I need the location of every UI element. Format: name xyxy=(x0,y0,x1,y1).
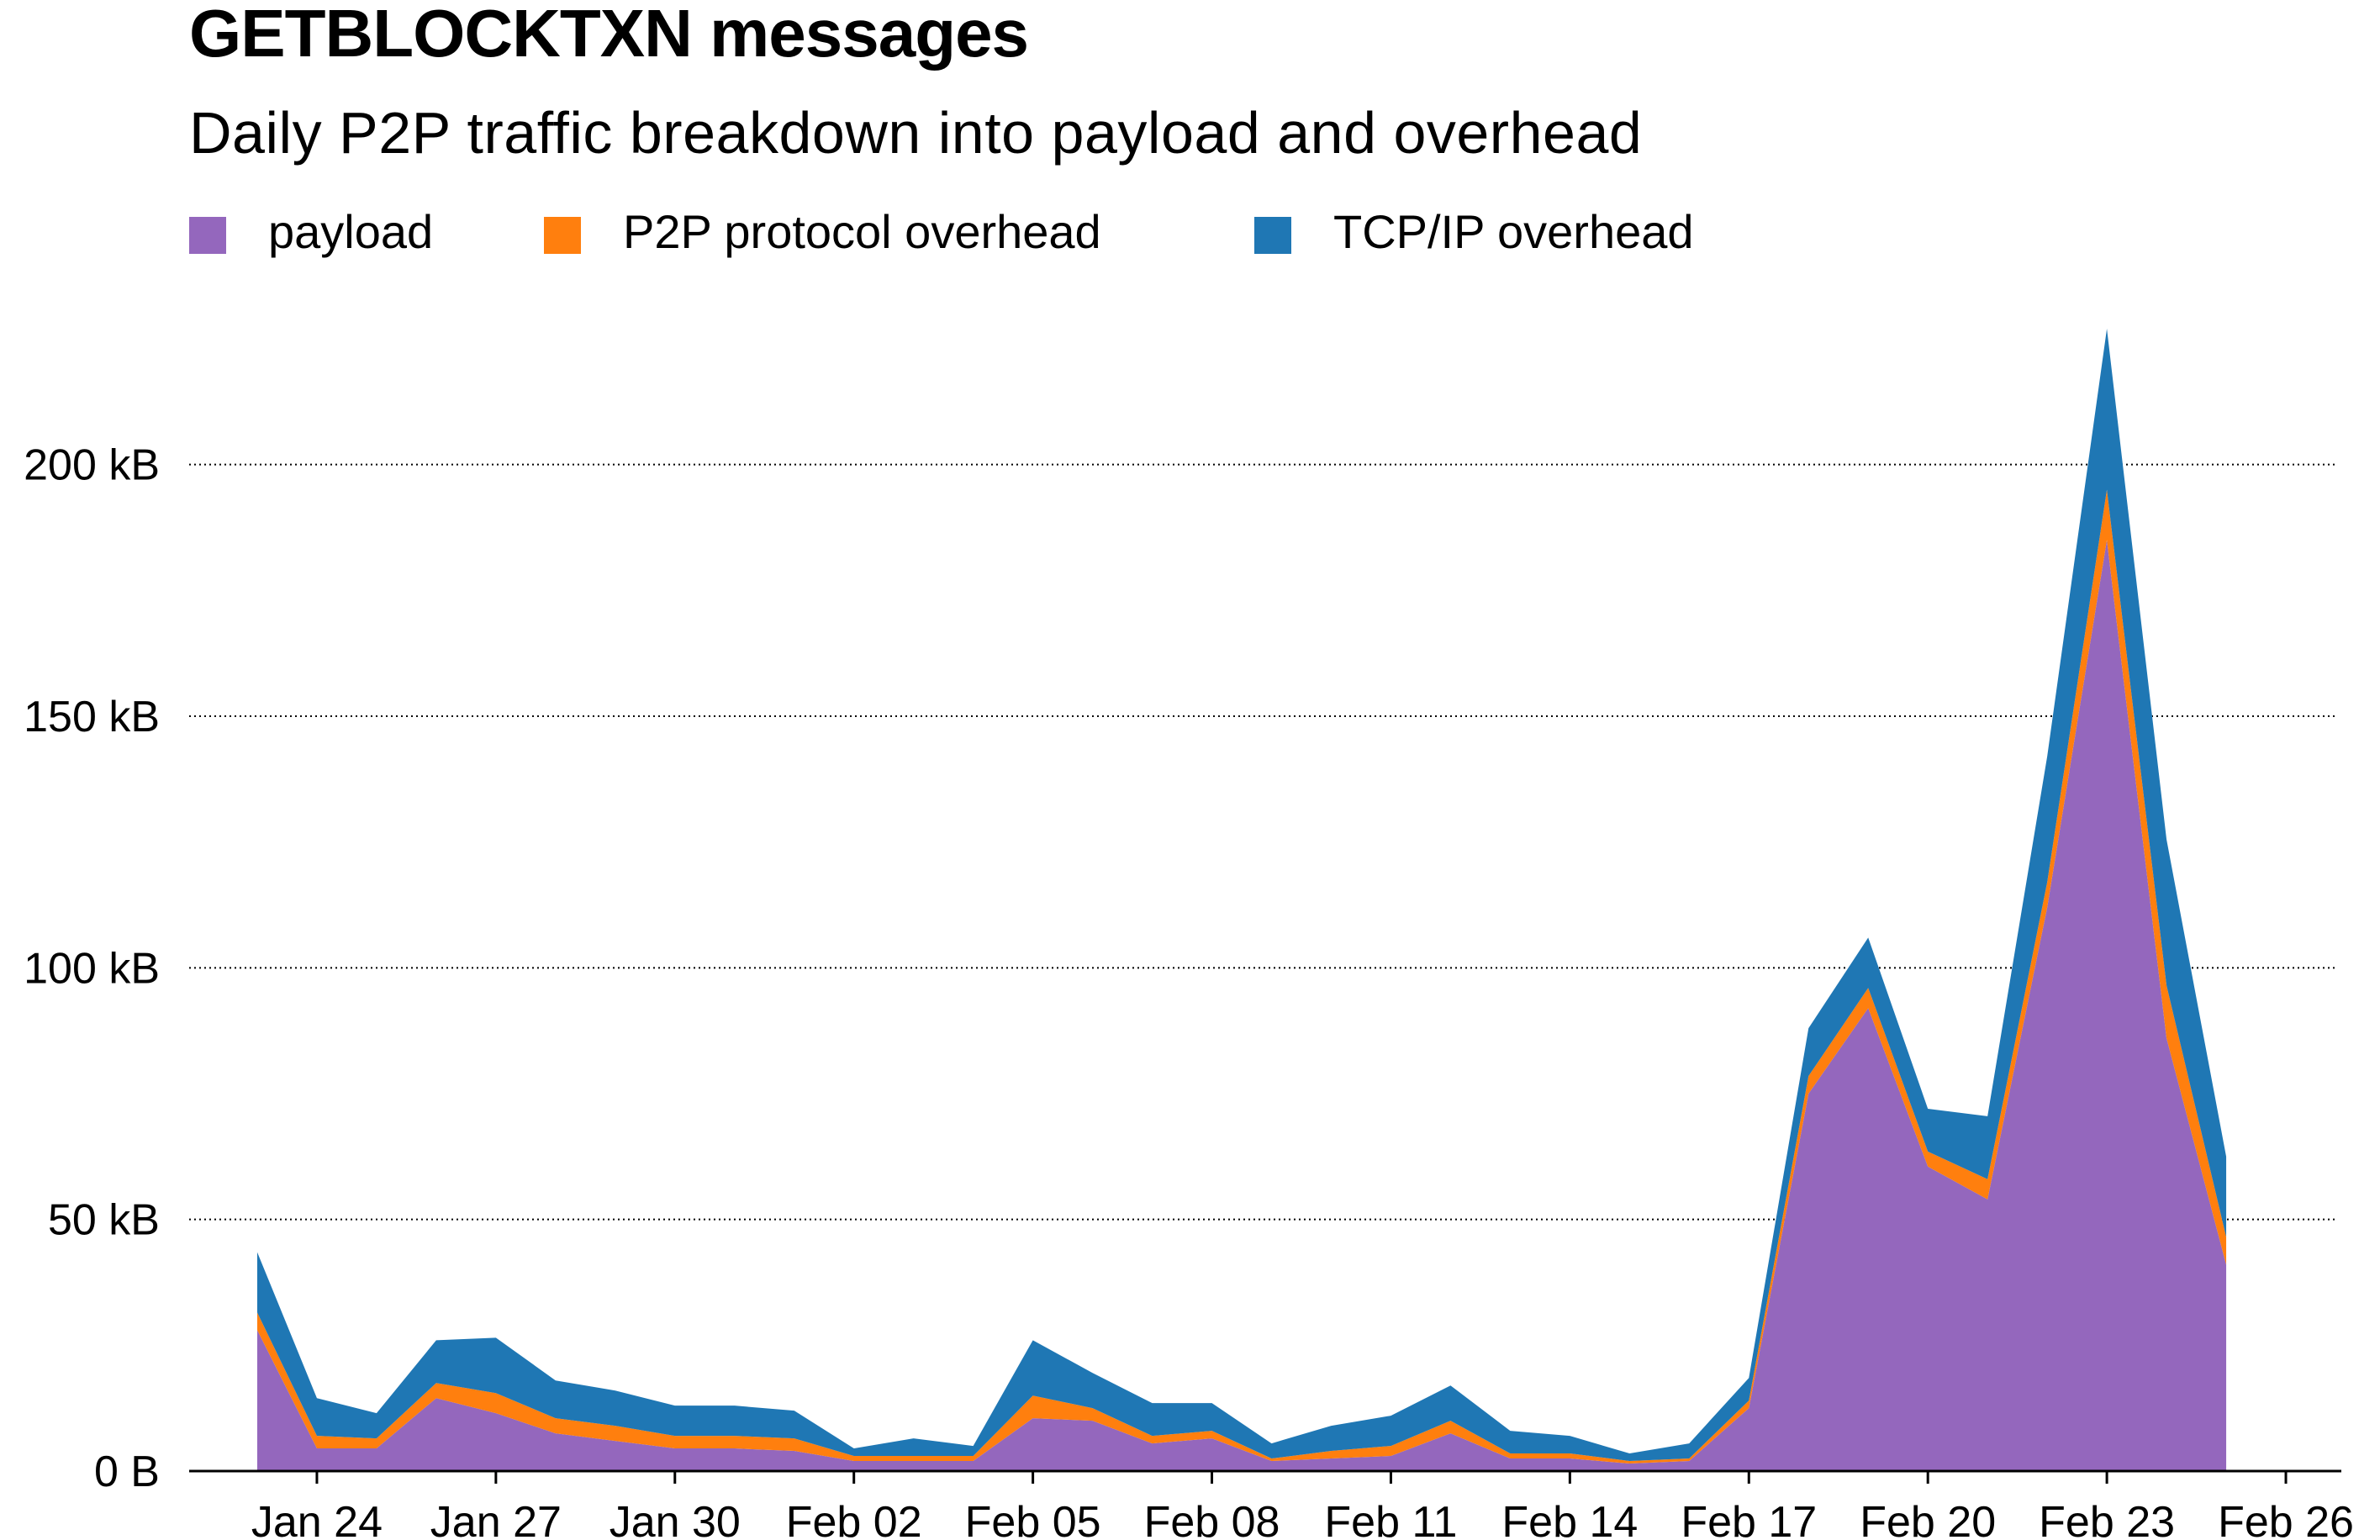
x-tick-label: Feb 11 xyxy=(1324,1498,1457,1540)
x-tick-label: Feb 20 xyxy=(1860,1498,1996,1540)
x-tick-label: Feb 26 xyxy=(2218,1498,2354,1540)
y-axis-labels: 0 B 50 kB 100 kB 150 kB 200 kB xyxy=(24,441,160,1496)
legend-swatch-p2p-overhead xyxy=(544,217,581,254)
y-tick-label: 100 kB xyxy=(24,944,160,993)
y-tick-label: 200 kB xyxy=(24,441,160,490)
chart-title: GETBLOCKTXN messages xyxy=(189,0,1029,71)
area-payload xyxy=(256,540,2227,1471)
x-tick-label: Jan 30 xyxy=(610,1498,741,1540)
legend-label-p2p-overhead: P2P protocol overhead xyxy=(623,205,1101,258)
x-tick-label: Feb 17 xyxy=(1681,1498,1817,1540)
legend-swatch-payload xyxy=(189,217,226,254)
y-tick-label: 50 kB xyxy=(48,1196,160,1245)
legend-label-tcpip-overhead: TCP/IP overhead xyxy=(1333,205,1694,258)
x-tick-label: Jan 24 xyxy=(251,1498,383,1540)
x-tick-label: Feb 02 xyxy=(786,1498,922,1540)
legend-swatch-tcpip-overhead xyxy=(1254,217,1291,254)
x-axis: Jan 24 Jan 27 Jan 30 Feb 02 Feb 05 Feb 08 Feb … xyxy=(189,1469,2354,1540)
x-tick-label: Feb 08 xyxy=(1144,1498,1280,1540)
chart-subtitle: Daily P2P traffic breakdown into payload… xyxy=(189,100,1643,166)
x-tick-label: Feb 14 xyxy=(1501,1498,1638,1540)
x-tick-label: Feb 23 xyxy=(2039,1498,2175,1540)
y-tick-label: 0 B xyxy=(94,1448,160,1496)
y-tick-label: 150 kB xyxy=(24,693,160,741)
area-series xyxy=(256,328,2227,1471)
area-tcp-ip-overhead xyxy=(256,328,2227,1462)
x-tick-label: Jan 27 xyxy=(430,1498,562,1540)
x-tick-label: Feb 05 xyxy=(965,1498,1101,1540)
legend-label-payload: payload xyxy=(268,205,434,258)
